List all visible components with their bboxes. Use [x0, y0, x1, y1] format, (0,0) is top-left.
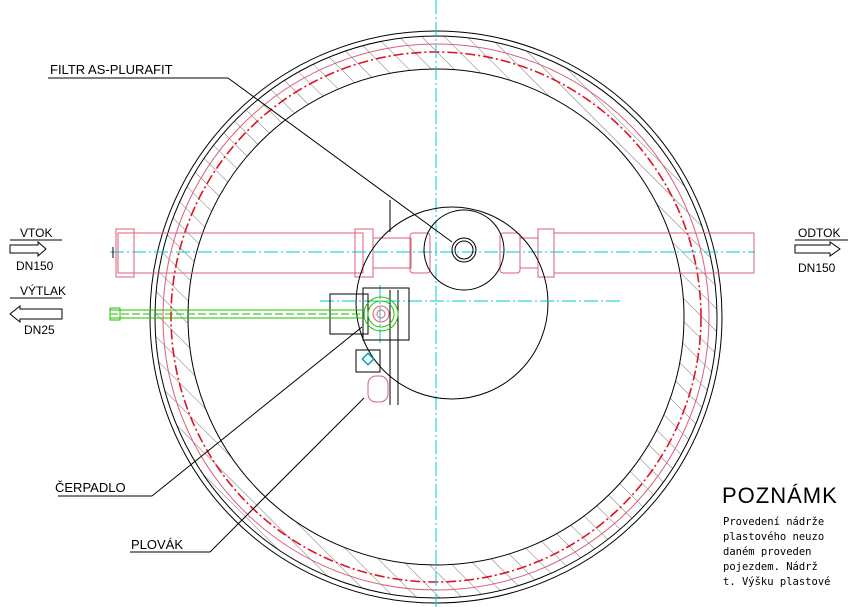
inflow-label: VTOK	[20, 226, 52, 240]
pressure-label: VÝTLAK	[20, 283, 66, 298]
pump-pink	[372, 305, 390, 323]
filter-shaft	[355, 206, 549, 400]
notes-line: t. Výšku plastové	[723, 576, 830, 588]
notes-title: POZNÁMK	[722, 483, 838, 508]
pressure-arrow	[9, 304, 63, 324]
inflow-dn-label: DN150	[16, 259, 54, 273]
float-sensor	[361, 352, 375, 366]
pressure-dn-label: DN25	[24, 323, 55, 337]
notes-line: daném proveden	[723, 546, 812, 558]
notes-line: Provedení nádrže	[723, 516, 824, 528]
filter-body	[423, 209, 505, 291]
outflow-label: ODTOK	[798, 226, 840, 240]
filter-core-inner	[454, 240, 474, 260]
inflow-arrow	[9, 240, 47, 258]
leader-lines	[10, 77, 848, 553]
outflow-arrow	[794, 241, 841, 257]
float-label: PLOVÁK	[131, 537, 183, 552]
pump-pink-inner	[376, 309, 386, 319]
pressure-pipe	[109, 307, 365, 321]
pump-label: ČERPADLO	[55, 480, 126, 495]
pump-green-mid	[367, 300, 395, 328]
outflow-dn-label: DN150	[798, 261, 836, 275]
notes-line: pojezdem. Nádrž	[723, 561, 818, 573]
filter-core	[451, 237, 477, 263]
main-pipe	[115, 228, 755, 278]
filter-label: FILTR AS-PLURAFIT	[50, 62, 173, 77]
float-box	[355, 349, 381, 373]
float-body	[367, 375, 389, 403]
notes-line: plastového neuzo	[723, 531, 824, 543]
